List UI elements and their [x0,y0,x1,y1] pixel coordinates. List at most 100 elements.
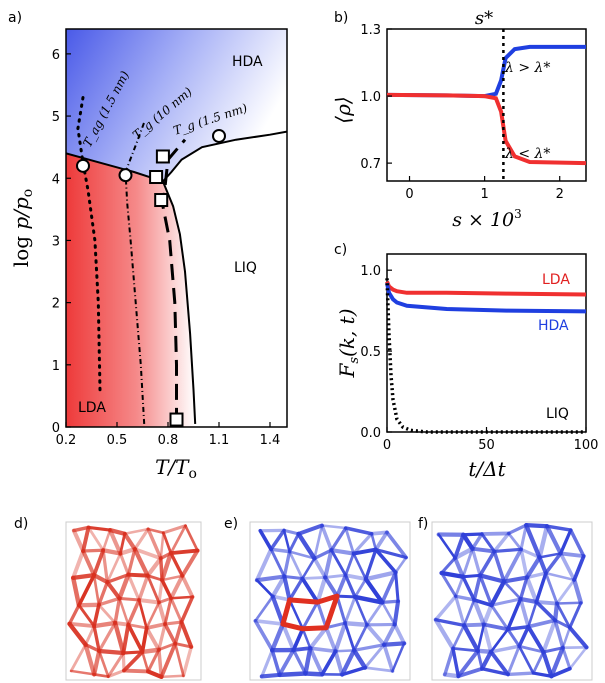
bond [163,596,173,626]
legend-above-threshold: λ > λ* [504,60,550,76]
bond [544,524,563,556]
bond [101,528,112,552]
bond [77,603,96,628]
bond [489,649,510,677]
bond [126,547,137,577]
bond [71,549,86,580]
bond [544,571,559,605]
bond [481,622,494,654]
bond [312,556,328,580]
bond [324,621,347,630]
bond [442,672,461,679]
bond [301,557,316,580]
bond [555,601,583,605]
bond [343,573,368,582]
bond [370,532,378,551]
bond [572,554,586,582]
y-tick-label: 0.0 [360,426,381,441]
bond [270,648,282,677]
panel-f-label: f) [418,516,428,532]
bond [117,596,141,602]
phase-line-solid-3 [66,130,287,183]
bond [333,621,348,654]
bond [280,622,296,653]
bond [169,551,185,578]
bond [439,570,466,579]
bond [260,648,274,679]
bond [561,626,572,650]
bond [269,547,292,554]
bond [453,532,466,561]
bond [385,530,408,560]
bond [118,551,130,577]
bond [288,598,305,631]
bond [340,648,357,677]
bond [506,597,523,632]
bond [86,525,112,532]
x-tick-label: 1 [480,187,488,202]
bond [335,594,347,625]
bond [443,646,455,677]
bond [381,641,407,647]
bond [282,575,304,580]
bond [132,547,163,561]
bond [169,596,183,624]
bond [324,625,338,654]
bond [255,578,275,598]
bond [462,622,486,628]
bond [519,523,528,551]
bond [440,556,457,575]
bond [146,527,165,535]
bond [524,575,539,605]
bond [288,532,301,554]
panel-b-ylabel: ⟨ρ⟩ [331,96,355,123]
bond [70,575,82,608]
bond [472,597,487,627]
bond [549,645,565,679]
bond [296,531,317,561]
square-marker-2 [154,193,169,208]
bond [506,644,521,676]
bond [343,621,356,652]
bond [373,530,389,552]
bond [452,546,475,561]
bond [300,576,327,580]
bond [352,623,369,652]
bond [555,602,572,630]
bond [534,571,548,604]
bond [101,548,123,556]
bond [451,623,466,650]
y-tick-label: 1 [52,359,60,374]
bond [364,622,387,647]
bond [507,523,528,536]
bond [537,524,550,560]
hda-snapshot [431,521,593,681]
x-tick-label: 0.2 [56,433,77,448]
bond [489,603,510,631]
bond [282,528,301,536]
bond [133,527,150,551]
bond [527,600,538,629]
bond [259,672,282,679]
bond [315,600,328,630]
bond [517,644,535,675]
bond [456,648,480,679]
square-marker-1 [149,170,164,185]
x-tick-label: 2 [556,187,564,202]
bond [71,572,97,581]
x-tick-label: 0 [383,438,391,453]
bond [97,596,122,607]
bond [87,526,105,552]
bond [81,549,97,578]
y-tick-label: 6 [52,48,60,63]
bond [160,674,185,679]
bond [92,648,102,677]
phase-line-solid-4 [161,181,197,424]
bond [159,550,174,583]
panel-c-label: c) [334,242,347,258]
bond [434,618,466,628]
bond [118,547,137,556]
bond [534,600,557,623]
bond [173,620,184,646]
x-tick-label: 0.5 [107,433,128,448]
